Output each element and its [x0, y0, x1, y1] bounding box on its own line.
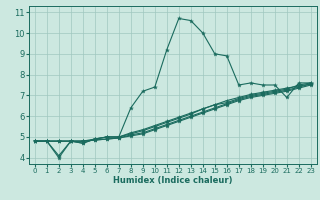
X-axis label: Humidex (Indice chaleur): Humidex (Indice chaleur) [113, 176, 233, 185]
